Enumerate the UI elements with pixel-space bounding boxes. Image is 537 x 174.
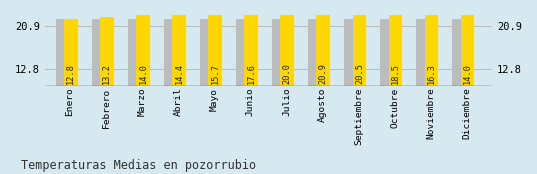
Text: 15.7: 15.7 [211,63,220,84]
Text: 16.3: 16.3 [427,63,436,84]
Bar [344,19,358,86]
Bar [353,0,366,86]
Bar [461,12,475,86]
Text: 14.0: 14.0 [139,63,148,84]
Bar [389,0,402,86]
Text: Temperaturas Medias en pozorrubio: Temperaturas Medias en pozorrubio [21,159,257,172]
Text: 17.6: 17.6 [246,63,256,84]
Bar [208,3,222,86]
Bar [280,0,294,86]
Text: 18.5: 18.5 [391,63,400,84]
Bar [56,19,69,86]
Bar [172,10,186,86]
Text: 20.9: 20.9 [319,63,328,84]
Text: 13.2: 13.2 [103,63,111,84]
Bar [128,19,142,86]
Text: 20.5: 20.5 [355,63,364,84]
Bar [136,12,150,86]
Bar [64,19,78,86]
Text: 12.8: 12.8 [67,63,75,84]
Bar [244,0,258,86]
Text: 14.0: 14.0 [463,63,472,84]
Bar [200,19,214,86]
Bar [100,17,114,86]
Bar [308,19,322,86]
Bar [272,19,286,86]
Bar [416,19,430,86]
Bar [236,19,250,86]
Bar [380,19,394,86]
Bar [316,0,330,86]
Text: 20.0: 20.0 [283,63,292,84]
Bar [453,19,466,86]
Bar [164,19,178,86]
Bar [92,19,105,86]
Text: 14.4: 14.4 [175,63,184,84]
Bar [425,0,438,86]
